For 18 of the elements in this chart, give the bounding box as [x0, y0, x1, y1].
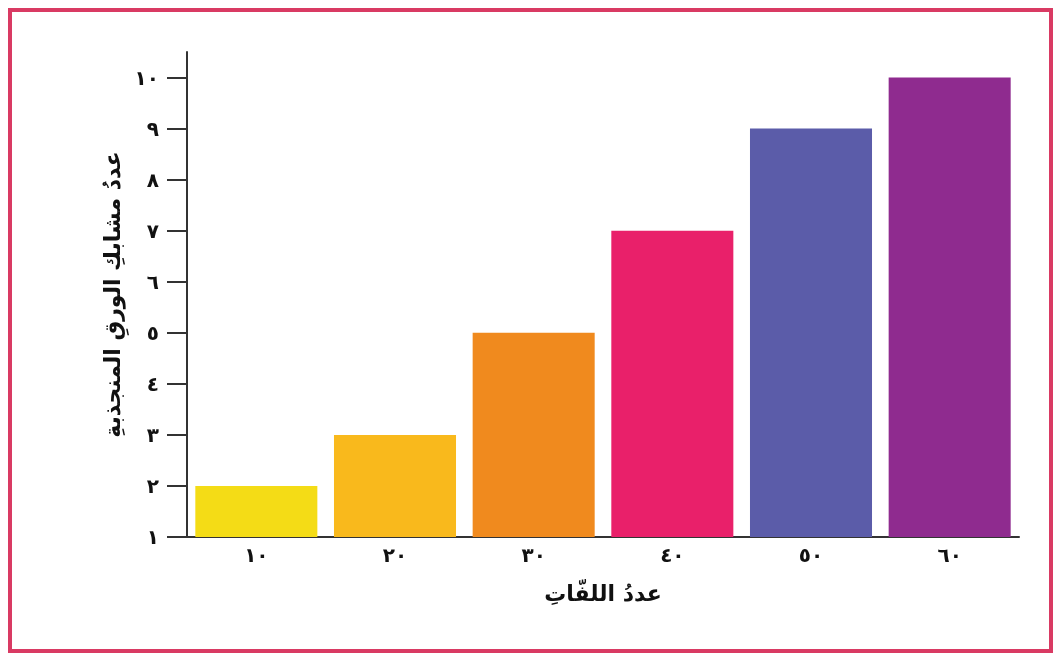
x-tick-label: ٤٠	[660, 543, 685, 567]
x-tick-label: ٦٠	[937, 543, 962, 567]
y-tick-label: ٢	[146, 473, 159, 498]
x-tick-label: ٢٠	[382, 543, 408, 567]
y-tick-label: ١٠	[134, 65, 159, 90]
x-tick-label: ٣٠	[521, 543, 546, 567]
y-tick-label: ٣	[146, 422, 159, 447]
y-tick-label: ١	[146, 525, 159, 549]
y-tick-label: ٧	[146, 218, 159, 243]
x-tick-label: ١٠	[244, 543, 269, 567]
x-axis-title: عددُ اللفّاتِ	[544, 579, 662, 607]
y-axis-title: عددُ مشابكِ الورقِ المنجذبةِ	[100, 151, 131, 438]
y-tick-label: ٨	[146, 167, 159, 192]
y-tick-label: ٤	[146, 371, 159, 396]
y-tick-label: ٦	[146, 269, 159, 294]
y-tick-label: ٩	[146, 116, 159, 141]
x-tick-label: ٥٠	[798, 543, 824, 567]
y-tick-label: ٥	[146, 320, 159, 345]
